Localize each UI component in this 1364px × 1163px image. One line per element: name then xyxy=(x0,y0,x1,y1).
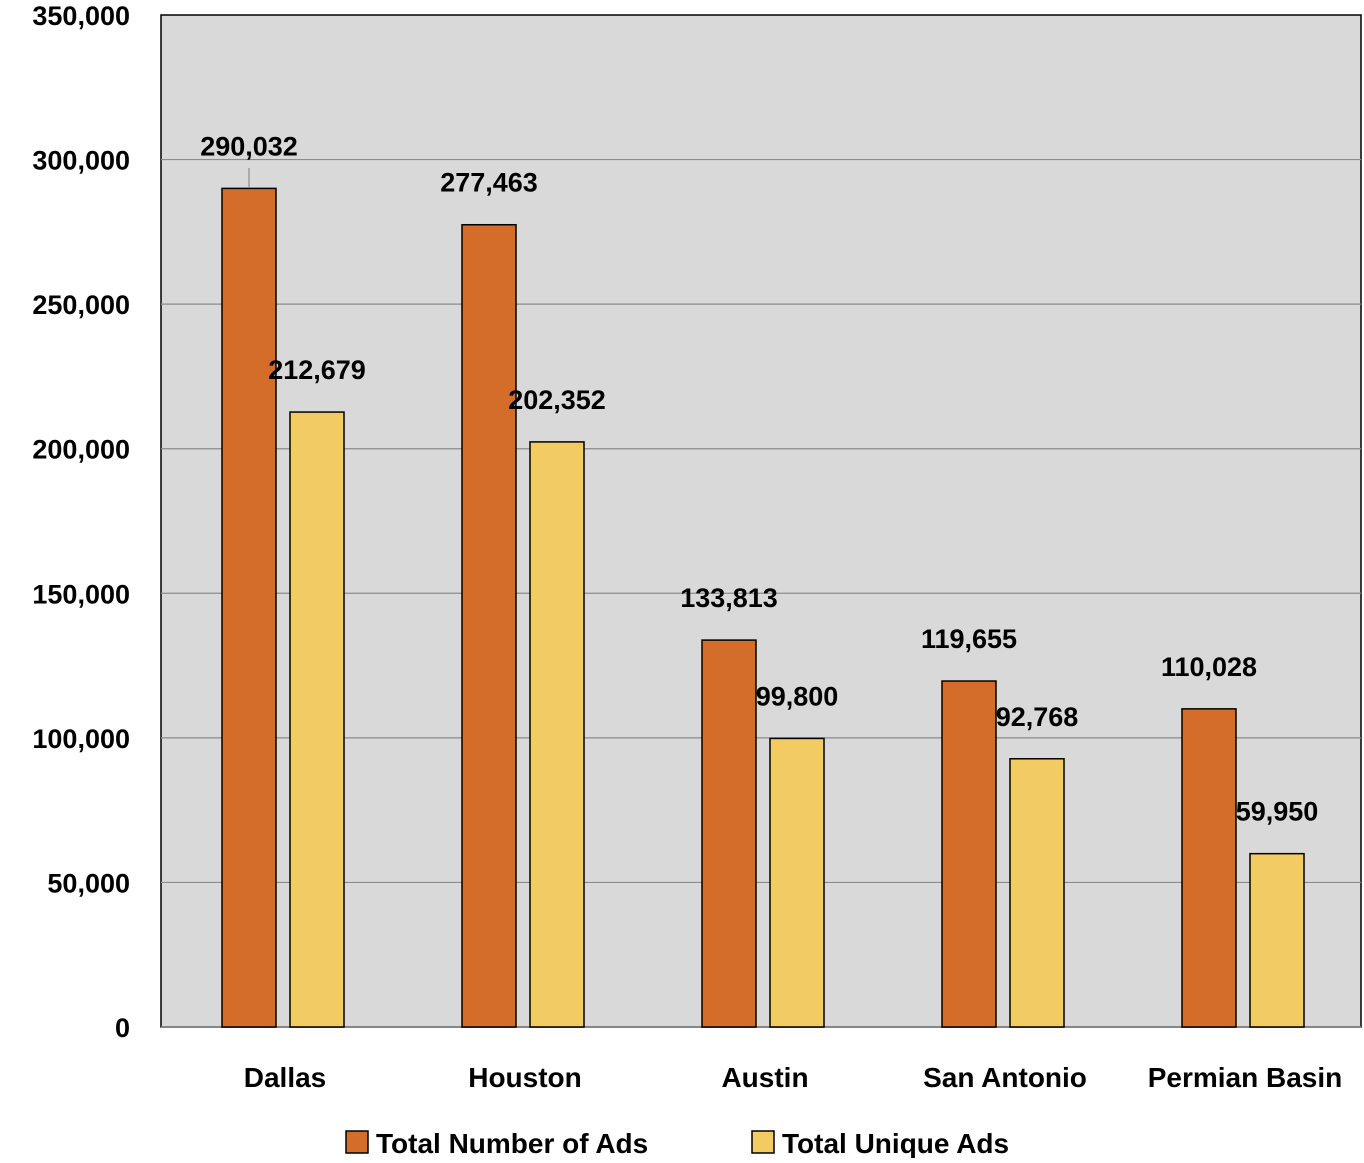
legend: Total Number of Ads Total Unique Ads xyxy=(345,1128,1009,1159)
data-label: 290,032 xyxy=(200,131,298,161)
y-tick-label: 50,000 xyxy=(47,868,130,898)
y-tick-label: 150,000 xyxy=(32,579,130,609)
data-label: 99,800 xyxy=(756,681,839,711)
bar-unique-ads xyxy=(1009,758,1065,1028)
data-label: 212,679 xyxy=(268,355,366,385)
y-tick-label: 300,000 xyxy=(32,146,130,176)
bar-total-ads xyxy=(221,187,277,1028)
y-tick-label: 200,000 xyxy=(32,435,130,465)
data-label: 202,352 xyxy=(508,385,606,415)
legend-label: Total Number of Ads xyxy=(376,1128,648,1158)
x-tick-label: San Antonio xyxy=(923,1062,1087,1093)
bar-unique-ads xyxy=(289,411,345,1028)
bar-total-ads xyxy=(941,680,997,1028)
bar-total-ads xyxy=(701,639,757,1028)
legend-label: Total Unique Ads xyxy=(782,1128,1009,1158)
data-label: 119,655 xyxy=(921,624,1017,654)
y-tick-label: 100,000 xyxy=(32,724,130,754)
x-tick-label: Dallas xyxy=(244,1062,327,1093)
plot-area xyxy=(160,14,1362,1028)
x-tick-label: Austin xyxy=(721,1062,808,1093)
x-tick-label: Permian Basin xyxy=(1148,1062,1343,1093)
data-label: 110,028 xyxy=(1161,652,1257,682)
data-label: 92,768 xyxy=(996,702,1079,732)
data-labels: 290,032 212,679 277,463 202,352 133,813 99,80… xyxy=(200,131,1318,826)
bar-total-ads xyxy=(461,223,517,1028)
x-axis-tick-labels: Dallas Houston Austin San Antonio Permian Ba… xyxy=(244,1062,1343,1093)
data-label: 59,950 xyxy=(1236,797,1319,827)
legend-swatch xyxy=(345,1130,369,1154)
bar-total-ads xyxy=(1181,708,1237,1028)
y-axis-tick-labels: 0 50,000 100,000 150,000 200,000 250,000 300,0… xyxy=(32,1,130,1043)
bar-unique-ads xyxy=(529,441,585,1028)
y-tick-label: 250,000 xyxy=(32,290,130,320)
y-tick-label: 0 xyxy=(115,1013,130,1043)
x-tick-label: Houston xyxy=(468,1062,582,1093)
y-tick-label: 350,000 xyxy=(32,1,130,31)
gridlines xyxy=(161,158,1361,1028)
bars xyxy=(221,187,1305,1028)
legend-swatch xyxy=(751,1130,775,1154)
bar-unique-ads xyxy=(1249,852,1305,1028)
bar-unique-ads xyxy=(769,737,825,1028)
data-label: 133,813 xyxy=(680,583,778,613)
data-label: 277,463 xyxy=(440,168,538,198)
